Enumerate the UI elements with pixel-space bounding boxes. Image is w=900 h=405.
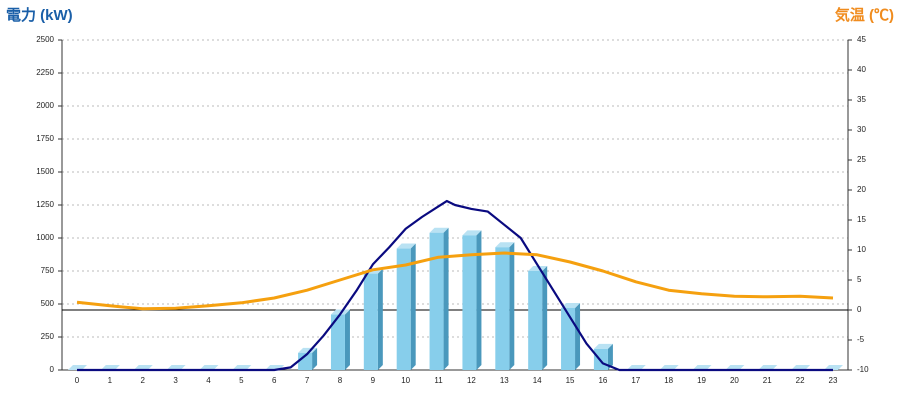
- y-tick-label: 1000: [36, 233, 54, 242]
- bar-side: [509, 242, 515, 370]
- bar-top: [495, 242, 515, 248]
- y2-tick-label: 20: [857, 185, 866, 194]
- y2-tick-label: 0: [857, 305, 862, 314]
- x-tick-label: 8: [338, 376, 343, 385]
- bar-top: [68, 365, 87, 370]
- x-tick-label: 11: [434, 376, 443, 385]
- x-tick-label: 10: [401, 376, 410, 385]
- x-tick-label: 23: [829, 376, 838, 385]
- bar: [495, 247, 510, 370]
- x-tick-label: 0: [75, 376, 80, 385]
- bar-top: [528, 266, 548, 271]
- bar-top: [791, 365, 811, 370]
- x-tick-label: 17: [631, 376, 640, 385]
- bar: [561, 307, 576, 370]
- x-tick-label: 1: [108, 376, 113, 385]
- x-tick-label: 13: [500, 376, 509, 385]
- bar-side: [542, 266, 548, 370]
- bar-top: [593, 343, 613, 349]
- bar: [429, 232, 444, 370]
- bar: [298, 352, 313, 370]
- x-tick-label: 2: [141, 376, 146, 385]
- x-tick-label: 19: [697, 376, 706, 385]
- bar-top: [758, 365, 778, 370]
- bar-top: [133, 365, 153, 370]
- bar-top: [725, 365, 745, 370]
- x-tick-label: 5: [239, 376, 244, 385]
- power-line: [77, 199, 833, 372]
- bar-top: [692, 365, 712, 370]
- bar: [396, 248, 411, 370]
- y-tick-label: 0: [50, 365, 55, 374]
- bar-top: [232, 365, 252, 370]
- x-tick-label: 16: [598, 376, 607, 385]
- bar: [462, 235, 477, 370]
- x-tick-label: 15: [566, 376, 575, 385]
- y2-tick-label: 40: [857, 65, 866, 74]
- x-tick-label: 3: [173, 376, 178, 385]
- y2-tick-label: -10: [857, 365, 869, 374]
- y2-tick-label: 35: [857, 95, 866, 104]
- y2-tick-label: 5: [857, 275, 862, 284]
- x-tick-label: 14: [533, 376, 542, 385]
- x-tick-label: 22: [796, 376, 805, 385]
- y2-tick-label: 15: [857, 215, 866, 224]
- bar-top: [396, 243, 416, 249]
- bar-top: [166, 365, 186, 370]
- bar-side: [607, 343, 613, 370]
- y-tick-label: 750: [41, 266, 55, 275]
- y-tick-label: 1250: [36, 200, 54, 209]
- temperature-line: [76, 251, 834, 311]
- x-tick-label: 20: [730, 376, 739, 385]
- x-tick-label: 9: [371, 376, 376, 385]
- y-tick-label: 2250: [36, 68, 54, 77]
- x-tick-label: 18: [664, 376, 673, 385]
- bar-side: [575, 302, 581, 370]
- y-tick-label: 2500: [36, 35, 54, 44]
- bar-top: [429, 227, 449, 233]
- y-axis-title: 電力 (kW): [6, 6, 73, 24]
- x-tick-label: 4: [206, 376, 211, 385]
- y2-tick-label: 25: [857, 155, 866, 164]
- bar-side: [312, 347, 318, 370]
- bar-top: [462, 230, 482, 236]
- x-tick-label: 12: [467, 376, 476, 385]
- bar-top: [199, 365, 219, 370]
- bar-side: [410, 243, 416, 370]
- y-tick-label: 500: [41, 299, 55, 308]
- x-tick-label: 21: [763, 376, 772, 385]
- y-tick-label: 1750: [36, 134, 54, 143]
- y2-tick-label: -5: [857, 335, 865, 344]
- y-tick-label: 1500: [36, 167, 54, 176]
- y2-tick-label: 30: [857, 125, 866, 134]
- bar: [330, 314, 345, 370]
- bar-side: [476, 230, 482, 370]
- bar-top: [100, 365, 120, 370]
- bar-side: [344, 309, 350, 370]
- y2-tick-label: 45: [857, 35, 866, 44]
- bar: [528, 271, 543, 370]
- y2-axis-title: 気温 (℃): [835, 6, 894, 24]
- bar-top: [626, 365, 646, 370]
- bar-side: [443, 227, 449, 370]
- x-tick-label: 7: [305, 376, 310, 385]
- bar-top: [659, 365, 679, 370]
- y-tick-label: 2000: [36, 101, 54, 110]
- bar-top: [824, 365, 843, 370]
- bar-top: [561, 302, 581, 308]
- bar: [363, 273, 378, 370]
- y-tick-label: 250: [41, 332, 55, 341]
- bar-side: [377, 268, 383, 370]
- x-tick-label: 6: [272, 376, 277, 385]
- y2-tick-label: 10: [857, 245, 866, 254]
